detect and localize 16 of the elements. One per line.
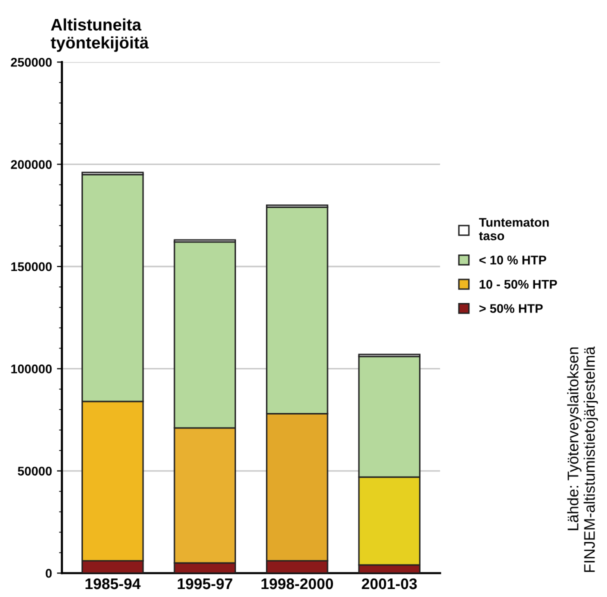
y-tick-label: 200000 [10, 160, 52, 169]
y-axis-title: Altistuneita työntekijöitä [50, 18, 149, 52]
x-tick-label: 1998-2000 [262, 578, 334, 590]
y-tick-label: 0 [46, 568, 52, 578]
y-tick-label: 250000 [10, 58, 52, 67]
y-tick-label: 150000 [11, 262, 52, 272]
x-tick-label: 1985-94 [86, 578, 141, 590]
legend-label: < 10 % HTP [479, 256, 546, 264]
x-tick-label: 2001-03 [362, 578, 417, 590]
y-tick-label: 100000 [11, 364, 52, 374]
legend-label: Tuntematon taso [479, 218, 549, 240]
y-tick-label: 50000 [18, 466, 52, 476]
legend-label: 10 - 50% HTP [480, 280, 557, 289]
text: Lähde: Työterveyslaitoksen FINJEM-altistumistietojärjestelmä [567, 346, 598, 572]
x-tick-label: 1995-97 [178, 578, 232, 590]
legend-label: > 50% HTP [479, 304, 543, 313]
